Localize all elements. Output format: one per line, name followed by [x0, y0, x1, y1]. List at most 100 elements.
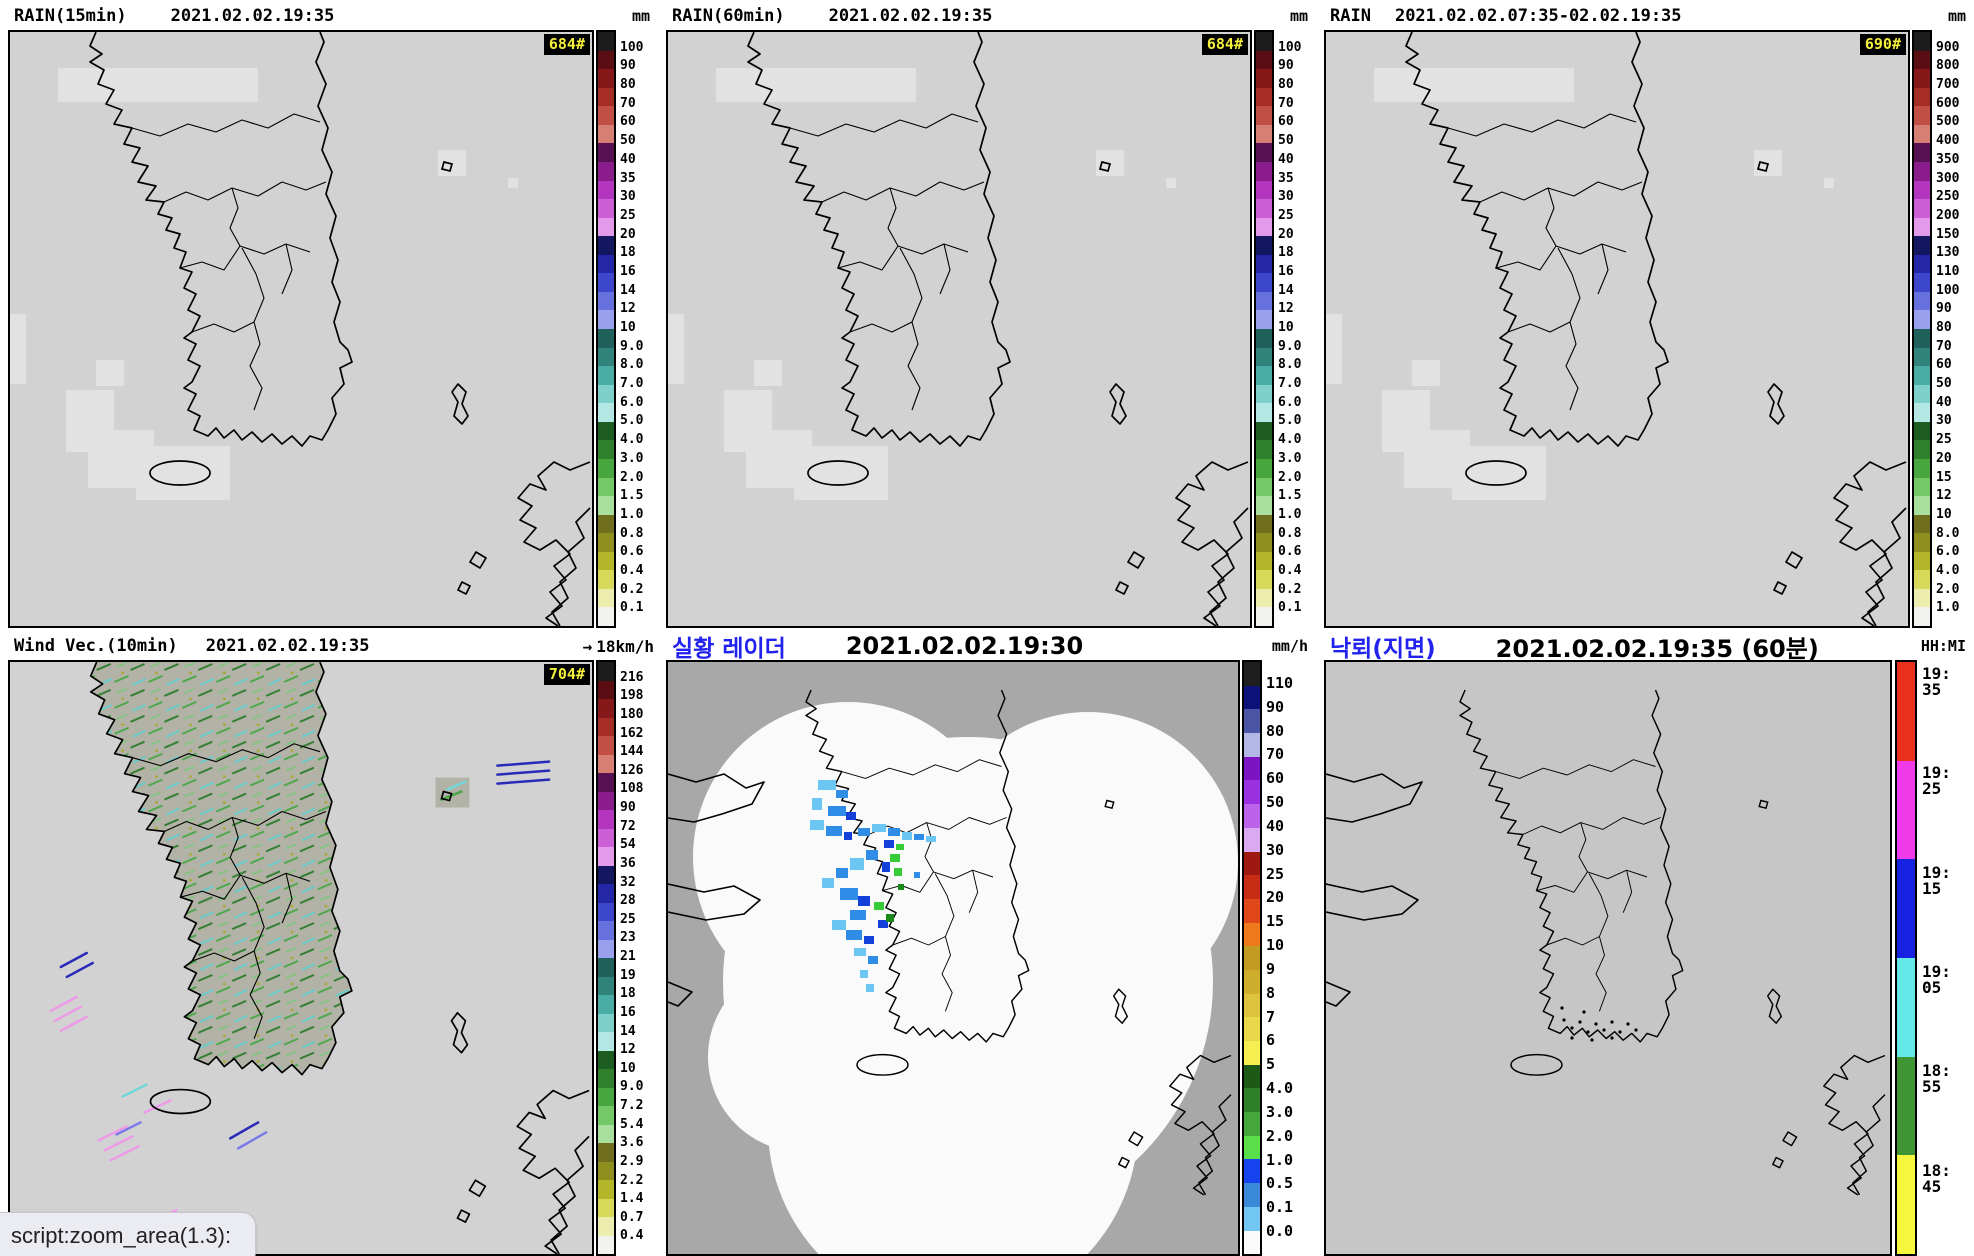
rain60-colorbar-labels: 100 90 80 70 60 50 40 35 30 25 20 18 16 14 12 10 9.0 8.0 7…	[1278, 30, 1338, 628]
radar-map[interactable]	[666, 660, 1240, 1256]
colorbar-label: 5.4	[620, 1116, 644, 1132]
colorbar-segment	[598, 403, 614, 422]
colorbar-segment	[1256, 254, 1272, 274]
colorbar-segment	[598, 236, 614, 255]
colorbar-segment	[598, 1032, 614, 1051]
colorbar-segment	[1244, 804, 1260, 828]
colorbar-label: 4.0	[1266, 1079, 1294, 1098]
colorbar-segment	[1244, 922, 1260, 947]
colorbar-label: 7.0	[620, 376, 644, 392]
coastal-island-speckles	[1560, 1006, 1638, 1042]
colorbar-label: 9.0	[1278, 338, 1302, 354]
colorbar-segment	[1256, 551, 1272, 571]
colorbar-label: 9.0	[620, 338, 644, 354]
colorbar-label: 18	[620, 245, 636, 261]
colorbar-label: 25	[620, 911, 636, 927]
wind-colorbar: 216 198 180 162 144 126 108 90 72 54 36 32 28 25 23 21 1…	[596, 660, 656, 1256]
colorbar-label: 10	[1278, 320, 1294, 335]
colorbar-segment	[598, 458, 614, 478]
colorbar-segment	[1914, 421, 1930, 441]
radar-colorbar-strip	[1242, 660, 1262, 1256]
colorbar-segment	[598, 1198, 614, 1217]
colorbar-segment	[1897, 1056, 1915, 1156]
colorbar-segment	[598, 791, 614, 810]
rain60-map[interactable]: 684#	[666, 30, 1252, 628]
colorbar-segment	[1914, 236, 1930, 255]
colorbar-label: 70	[1266, 745, 1285, 764]
colorbar-segment	[598, 32, 614, 51]
colorbar-label: 16	[620, 1004, 636, 1020]
colorbar-segment	[598, 161, 614, 181]
colorbar-segment	[598, 254, 614, 274]
precipitation-echoes	[810, 780, 936, 992]
colorbar-segment	[598, 902, 614, 921]
colorbar-label: 198	[620, 688, 644, 704]
colorbar-label: 1.0	[1278, 506, 1302, 522]
rain15-map[interactable]: 684#	[8, 30, 594, 628]
colorbar-segment	[1256, 496, 1272, 515]
colorbar-segment	[1897, 760, 1915, 860]
colorbar-segment	[598, 143, 614, 162]
colorbar-segment	[1914, 458, 1930, 478]
colorbar-label: 2.2	[620, 1172, 644, 1188]
colorbar-segment	[1256, 458, 1272, 478]
colorbar-label: 1.5	[620, 488, 644, 504]
light-precip-patches	[10, 68, 518, 500]
colorbar-segment	[1914, 32, 1930, 51]
colorbar-segment	[1244, 1183, 1260, 1207]
rainacc-colorbar: 900 800 700 600 500 400 350 300 250 200 150 130 110 1…	[1912, 30, 1972, 628]
radar-colorbar: 110 90 80 70 60 50 40 30 25 20 15 10 9 8 7 6 5 4.0 3.0 2.0 1…	[1242, 660, 1308, 1256]
lightning-colorbar-strip	[1895, 660, 1917, 1256]
colorbar-label: 50	[620, 133, 636, 149]
radar-header: 실황 레이더 2021.02.02.19:30 mm/h	[658, 632, 1316, 662]
colorbar-segment	[598, 440, 614, 459]
colorbar-label: 12	[620, 1042, 636, 1058]
colorbar-segment	[1914, 161, 1930, 181]
colorbar-segment	[1914, 588, 1930, 608]
radar-title: 실황 레이더	[672, 636, 786, 662]
colorbar-label: 60	[1936, 357, 1952, 373]
rainacc-map[interactable]: 690#	[1324, 30, 1910, 628]
colorbar-label: 2.9	[620, 1153, 644, 1169]
colorbar-label: 4.0	[620, 432, 644, 448]
colorbar-segment	[598, 1013, 614, 1032]
colorbar-label: 6.0	[620, 394, 644, 410]
colorbar-label: 9.0	[620, 1079, 644, 1095]
lightning-unit-label: HH:MI	[1920, 637, 1966, 655]
colorbar-segment	[598, 717, 614, 736]
colorbar-label: 0.1	[620, 600, 644, 616]
colorbar-segment	[1256, 514, 1272, 534]
colorbar-label: 23	[620, 930, 636, 946]
lightning-map[interactable]	[1324, 660, 1892, 1256]
rain15-colorbar: 100 90 80 70 60 50 40 35 30 25 20 18 16 14 12 10 9.0 8.0 7…	[596, 30, 656, 628]
colorbar-segment	[1244, 662, 1260, 686]
colorbar-segment	[1256, 440, 1272, 459]
wind-scale-legend: → 18km/h	[583, 637, 654, 656]
rainacc-timestamp: 2021.02.02.07:35-02.02.19:35	[1394, 6, 1682, 26]
colorbar-label: 7.0	[1278, 376, 1302, 392]
rain60-unit-label: mm	[1289, 7, 1308, 25]
colorbar-segment	[598, 496, 614, 515]
colorbar-segment	[598, 87, 614, 107]
colorbar-label: 0.1	[1278, 600, 1302, 616]
colorbar-label: 350	[1936, 151, 1960, 167]
panel-rain-15min: RAIN(15min) 2021.02.02.19:35 mm 684# 100…	[0, 0, 658, 630]
rain15-timestamp: 2021.02.02.19:35	[170, 6, 335, 26]
rain15-colorbar-labels: 100 90 80 70 60 50 40 35 30 25 20 18 16 14 12 10 9.0 8.0 7…	[620, 30, 680, 628]
colorbar-label: 2.0	[1278, 469, 1302, 485]
colorbar-label: 90	[1266, 697, 1285, 716]
colorbar-label: 90	[1278, 58, 1294, 74]
colorbar-segment	[598, 828, 614, 847]
colorbar-label: 900	[1936, 39, 1960, 55]
colorbar-label: 20	[1936, 450, 1952, 466]
colorbar-label: 14	[620, 282, 636, 298]
wind-map[interactable]: 704#	[8, 660, 594, 1256]
panel-wind-vector: Wind Vec.(10min) 2021.02.02.19:35 → 18km…	[0, 630, 658, 1256]
colorbar-segment	[1256, 217, 1272, 237]
colorbar-segment	[598, 1143, 614, 1162]
radar-unit-label: mm/h	[1271, 637, 1308, 655]
colorbar-segment	[1256, 421, 1272, 441]
colorbar-segment	[1256, 310, 1272, 329]
colorbar-segment	[598, 939, 614, 958]
